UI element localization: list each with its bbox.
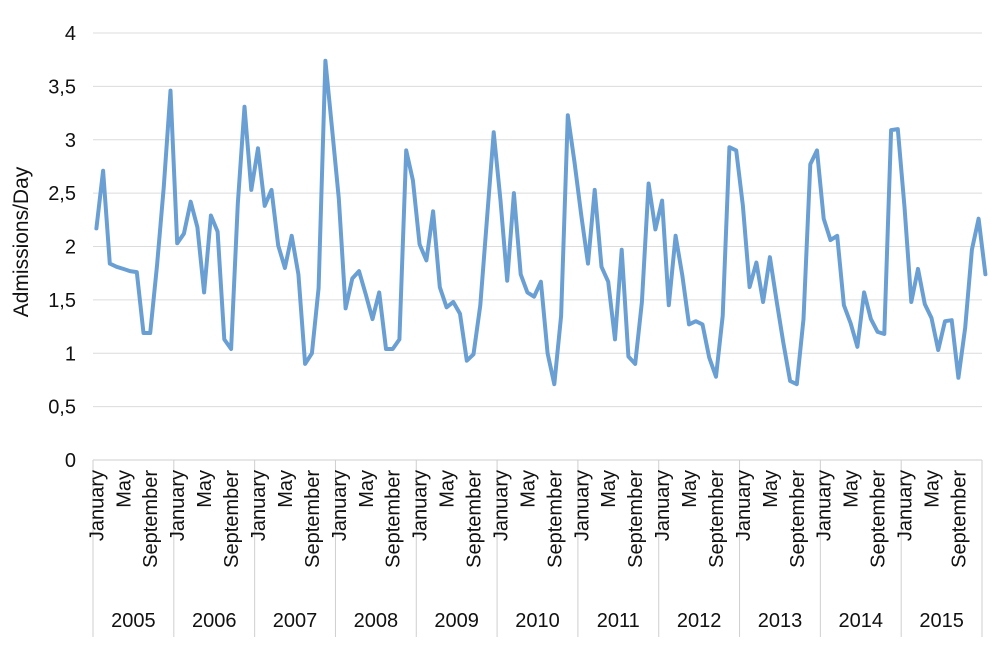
x-tick-label: January [329,470,351,541]
x-tick-label: September [948,470,970,568]
x-tick-label: January [86,470,108,541]
year-label: 2007 [273,610,318,632]
series-group [94,58,988,387]
x-tick-label: September [383,470,405,568]
year-label: 2008 [354,610,399,632]
x-tick-label: January [410,470,432,541]
x-tick-label: May [517,470,539,508]
y-tick-label: 2,5 [48,183,76,205]
year-label: 2013 [758,610,803,632]
x-tick-label: May [921,470,943,508]
year-label: 2005 [111,610,156,632]
x-tick-label: January [490,470,512,541]
x-tick-label: January [733,470,755,541]
year-label: 2009 [434,610,479,632]
x-tick-label: May [598,470,620,508]
x-tick-label: September [625,470,647,568]
y-tick-label: 1,5 [48,290,76,312]
x-tick-label: January [248,470,270,541]
x-tick-label: May [113,470,135,508]
year-label: 2011 [597,610,640,632]
year-label: 2010 [515,610,560,632]
year-label: 2014 [839,610,884,632]
y-tick-label: 2 [65,237,76,259]
year-label: 2012 [677,610,722,632]
y-tick-label: 1 [65,343,76,365]
x-tick-label: May [437,470,459,508]
year-label: 2006 [192,610,237,632]
x-tick-label: January [571,470,593,541]
gridlines [93,32,982,461]
x-tick-label: January [895,470,917,541]
x-tick-label: January [652,470,674,541]
x-tick-label: September [787,470,809,568]
x-tick-label: September [221,470,243,568]
x-tick-label: January [814,470,836,541]
y-tick-label: 0,5 [48,397,76,419]
x-tick-label: September [706,470,728,568]
x-tick-label: September [868,470,890,568]
series-line [94,58,988,387]
x-tick-label: May [760,470,782,508]
y-tick-label: 3 [65,130,76,152]
x-tick-label: May [841,470,863,508]
y-tick-label: 4 [65,23,76,45]
y-axis-ticks: 0 0,5 1 1,5 2 2,5 3 3,5 4 [48,23,76,472]
x-tick-label: May [679,470,701,508]
y-axis-label: Admissions/Day [10,166,33,317]
year-label: 2015 [919,610,964,632]
x-tick-label: May [275,470,297,508]
x-tick-label: September [302,470,324,568]
x-tick-label: September [140,470,162,568]
x-tick-label: January [167,470,189,541]
y-tick-label: 3,5 [48,76,76,98]
x-tick-label: May [194,470,216,508]
y-tick-label: 0 [65,450,76,472]
x-tick-label: May [356,470,378,508]
x-tick-label: September [544,470,566,568]
x-tick-label: September [464,470,486,568]
